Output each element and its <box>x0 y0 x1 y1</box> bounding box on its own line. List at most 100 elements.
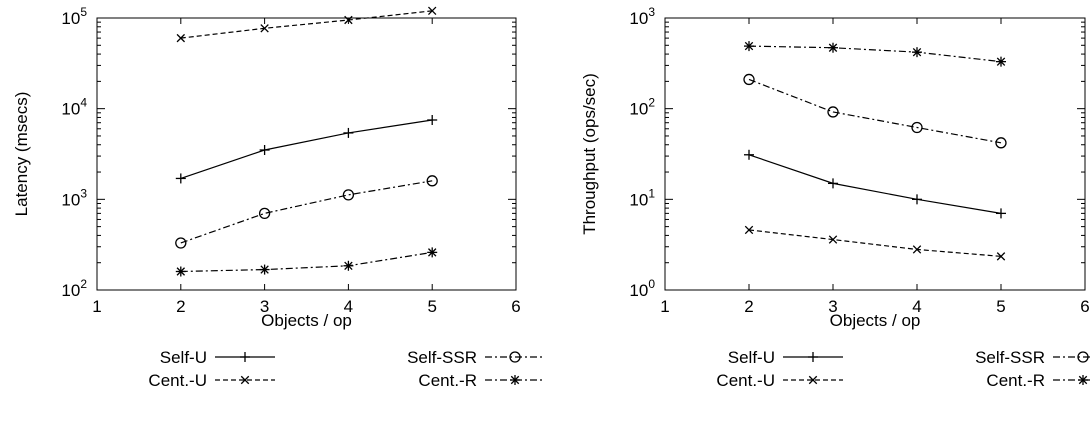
series-line <box>748 154 1002 214</box>
legend-swatch-marker <box>808 352 818 362</box>
x-tick-label: 6 <box>511 297 520 316</box>
data-point <box>828 235 838 244</box>
y-tick-label: 105 <box>61 5 87 28</box>
data-point <box>827 106 839 118</box>
data-point <box>427 6 437 16</box>
y-axis-label: Throughput (ops/sec) <box>580 73 599 235</box>
legend-label: Cent.-R <box>418 371 477 390</box>
legend-label: Cent.-R <box>986 371 1045 390</box>
y-tick-label: 103 <box>629 5 655 28</box>
legend-item: Self-SSR <box>975 348 1091 367</box>
legend-label: Self-U <box>728 348 775 367</box>
x-axis-label: Objects / op <box>830 311 921 330</box>
y-tick-label: 104 <box>61 96 87 119</box>
plot-frame <box>664 17 1086 291</box>
series-cent-u <box>176 6 437 43</box>
series-line <box>748 45 1002 63</box>
legend-label: Self-SSR <box>975 348 1045 367</box>
throughput-chart: 1 2 3 4 5 6 100 101 102 103 Objects / op Throughput… <box>580 5 1091 390</box>
legend-item: Cent.-R <box>418 371 545 390</box>
x-tick-label: 2 <box>744 297 753 316</box>
data-point <box>426 175 438 187</box>
y-tick-label: 103 <box>61 186 87 209</box>
data-point <box>427 247 438 258</box>
x-tick-label: 4 <box>344 297 353 316</box>
series-line <box>180 180 433 244</box>
data-point <box>344 15 353 25</box>
series-self-u <box>175 114 438 184</box>
data-point <box>744 41 754 52</box>
data-point <box>342 189 355 201</box>
legend-item: Self-U <box>728 348 843 367</box>
x-tick-label: 1 <box>92 297 101 316</box>
x-tick-label: 5 <box>427 297 436 316</box>
data-point <box>427 114 438 125</box>
legend-item: Cent.-R <box>986 371 1091 390</box>
legend-swatch-marker <box>808 375 818 385</box>
data-point <box>175 173 186 184</box>
y-tick-label: 102 <box>61 277 87 300</box>
latency-chart: 1 2 3 4 5 6 102 103 104 105 Objects / op Latency (m… <box>12 5 545 390</box>
data-point <box>911 121 923 134</box>
legend-label: Self-SSR <box>407 348 477 367</box>
data-point <box>343 260 354 271</box>
legend-item: Cent.-U <box>716 371 843 390</box>
legend-swatch-marker <box>1077 351 1089 363</box>
data-point <box>744 149 754 160</box>
x-axis-label: Objects / op <box>261 311 352 330</box>
x-tick-label: 4 <box>912 297 921 316</box>
series-self-u <box>744 149 1006 219</box>
legend: Self-U Cent.-U Self-SSR Cent.-R <box>148 348 545 390</box>
series-self-ssr <box>175 175 438 249</box>
x-tick-label: 2 <box>176 297 185 316</box>
data-point <box>260 24 269 33</box>
series-line <box>180 119 433 180</box>
data-point <box>343 127 354 138</box>
plot-frame <box>96 17 517 291</box>
data-point <box>744 225 754 235</box>
legend-label: Cent.-U <box>716 371 775 390</box>
legend-item: Self-SSR <box>407 348 545 367</box>
data-point <box>176 33 186 43</box>
data-point <box>175 266 186 277</box>
data-point <box>259 145 270 156</box>
series-cent-u <box>744 225 1006 261</box>
data-point <box>995 137 1007 149</box>
y-tick-label: 102 <box>629 96 655 119</box>
legend-label: Self-U <box>160 348 207 367</box>
x-tick-label: 6 <box>1080 297 1089 316</box>
series-line <box>180 251 433 273</box>
series-cent-r <box>175 247 438 277</box>
y-axis-label: Latency (msecs) <box>12 92 31 217</box>
legend-swatch-marker <box>240 352 250 362</box>
legend-item: Self-U <box>160 348 275 367</box>
data-point <box>912 47 922 58</box>
data-point <box>828 178 838 189</box>
x-tick-label: 5 <box>996 297 1005 316</box>
x-tick-label: 3 <box>260 297 269 316</box>
data-point <box>996 56 1006 67</box>
data-point <box>912 194 922 205</box>
legend-swatch-marker <box>509 351 521 363</box>
data-point <box>259 264 270 275</box>
y-tick-label: 100 <box>629 277 655 300</box>
data-point <box>912 245 922 254</box>
data-point <box>996 252 1006 261</box>
series-line <box>748 78 1002 144</box>
y-tick-label: 101 <box>629 186 655 209</box>
data-point <box>828 42 838 53</box>
legend-item: Cent.-U <box>148 371 275 390</box>
legend-swatch-marker <box>510 375 520 385</box>
legend-label: Cent.-U <box>148 371 207 390</box>
x-tick-label: 3 <box>828 297 837 316</box>
series-cent-r <box>744 41 1006 67</box>
series-self-ssr <box>743 73 1007 149</box>
x-tick-label: 1 <box>660 297 669 316</box>
legend: Self-U Cent.-U Self-SSR Cent.-R <box>716 348 1091 390</box>
legend-swatch-marker <box>240 375 250 385</box>
series-line <box>748 229 1002 257</box>
data-point <box>175 237 187 249</box>
data-point <box>996 208 1006 219</box>
series-line <box>180 10 433 39</box>
